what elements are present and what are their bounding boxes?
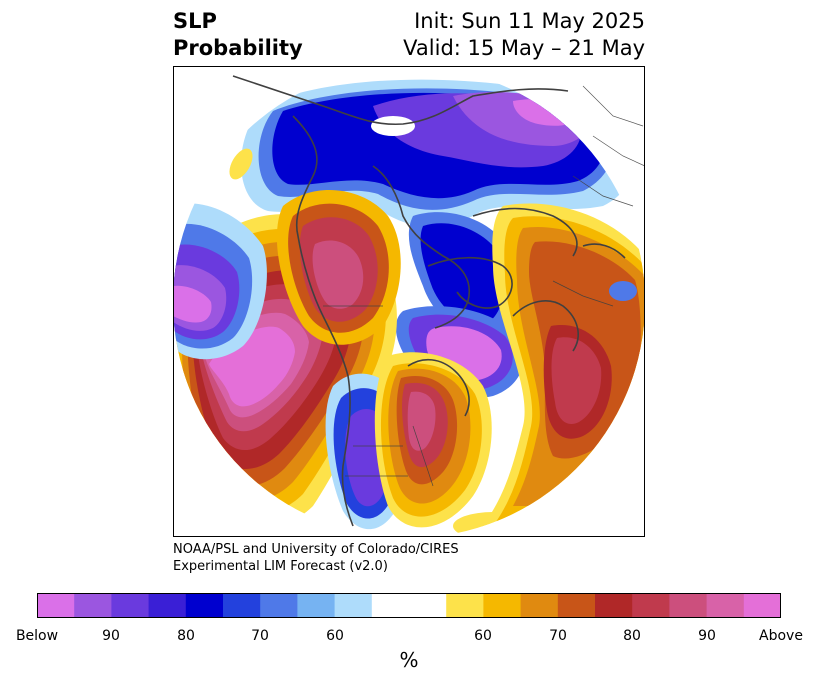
colorbar-cell	[520, 593, 559, 618]
credit-line-1: NOAA/PSL and University of Colorado/CIRE…	[173, 542, 459, 557]
tick-label-70-above: 70	[549, 628, 567, 644]
colorbar-cell	[185, 593, 224, 618]
title-left: SLP Probability	[173, 8, 303, 62]
title-right: Init: Sun 11 May 2025 Valid: 15 May – 21…	[403, 8, 645, 62]
tick-label-70-below: 70	[251, 628, 269, 644]
tick-label-60-above: 60	[474, 628, 492, 644]
tick-label-80-above: 80	[623, 628, 641, 644]
colorbar-cell	[371, 593, 410, 618]
colorbar-cell	[260, 593, 298, 618]
coastlines	[232, 75, 626, 527]
title-type: Probability	[173, 36, 303, 60]
tick-label-60-below: 60	[326, 628, 344, 644]
valid-range: Valid: 15 May – 21 May	[403, 36, 645, 60]
map-border	[173, 66, 645, 537]
colorbar-cell	[446, 593, 484, 618]
colorbar-cell	[632, 593, 670, 618]
colorbar-cell	[557, 593, 596, 618]
colorbar-cell	[297, 593, 336, 618]
colorbar-cell	[669, 593, 708, 618]
colorbar-cell	[706, 593, 745, 618]
colorbar-cells	[37, 593, 781, 618]
tick-label-90-above: 90	[698, 628, 716, 644]
probability-field	[173, 66, 645, 537]
colorbar-cell	[743, 593, 781, 618]
init-date: Init: Sun 11 May 2025	[414, 9, 645, 33]
tick-label-above: Above	[759, 628, 803, 644]
borders	[323, 85, 645, 487]
tick-label-80-below: 80	[177, 628, 195, 644]
title-variable: SLP	[173, 9, 217, 33]
colorbar	[37, 593, 781, 618]
colorbar-unit: %	[399, 648, 419, 672]
credit: NOAA/PSL and University of Colorado/CIRE…	[173, 542, 459, 575]
colorbar-cell	[148, 593, 187, 618]
colorbar-cell	[483, 593, 522, 618]
colorbar-cell	[74, 593, 112, 618]
credit-line-2: Experimental LIM Forecast (v2.0)	[173, 558, 388, 574]
tick-label-90-below: 90	[102, 628, 120, 644]
tick-label-below: Below	[15, 628, 59, 644]
colorbar-cell	[223, 593, 261, 618]
colorbar-cell	[409, 593, 447, 618]
colorbar-cell	[595, 593, 633, 618]
colorbar-cell	[37, 593, 75, 618]
forecast-map	[173, 66, 645, 537]
colorbar-cell	[334, 593, 373, 618]
colorbar-cell	[111, 593, 150, 618]
